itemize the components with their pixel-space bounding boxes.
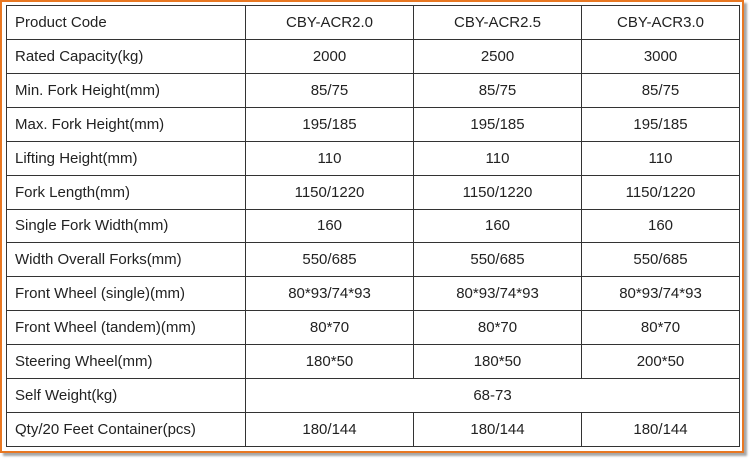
spec-table: Product Code CBY-ACR2.0 CBY-ACR2.5 CBY-A… [6, 5, 740, 447]
cell-value: 195/185 [581, 106, 740, 142]
cell-value: 160 [413, 208, 582, 244]
cell-value: 180*50 [245, 344, 414, 380]
table-row: Single Fork Width(mm) 160 160 160 [6, 208, 740, 244]
cell-value: 110 [581, 140, 740, 176]
row-label: Fork Length(mm) [6, 174, 246, 210]
cell-value: 195/185 [245, 106, 414, 142]
cell-value: 180*50 [413, 344, 582, 380]
cell-value: 1150/1220 [581, 174, 740, 210]
cell-value: 110 [245, 140, 414, 176]
cell-value: 195/185 [413, 106, 582, 142]
table-row: Max. Fork Height(mm) 195/185 195/185 195… [6, 106, 740, 142]
cell-value: 1150/1220 [245, 174, 414, 210]
cell-value: 2500 [413, 38, 582, 74]
cell-value: 85/75 [245, 72, 414, 108]
cell-value: 80*93/74*93 [245, 276, 414, 312]
table-row-container: Qty/20 Feet Container(pcs) 180/144 180/1… [6, 412, 740, 447]
row-label: Min. Fork Height(mm) [6, 72, 246, 108]
table-row: Steering Wheel(mm) 180*50 180*50 200*50 [6, 344, 740, 380]
row-label: Width Overall Forks(mm) [6, 242, 246, 278]
model-header-3: CBY-ACR3.0 [581, 5, 740, 40]
cell-value: 110 [413, 140, 582, 176]
cell-value: 180/144 [245, 412, 414, 447]
cell-value: 80*70 [413, 310, 582, 346]
row-label: Product Code [6, 5, 246, 40]
cell-value: 80*70 [581, 310, 740, 346]
table-row: Front Wheel (single)(mm) 80*93/74*93 80*… [6, 276, 740, 312]
model-header-2: CBY-ACR2.5 [413, 5, 582, 40]
table-row-self-weight: Self Weight(kg) 68-73 [6, 378, 740, 414]
cell-value: 85/75 [581, 72, 740, 108]
table-row-header: Product Code CBY-ACR2.0 CBY-ACR2.5 CBY-A… [6, 5, 740, 40]
cell-value: 180/144 [413, 412, 582, 447]
table-row: Width Overall Forks(mm) 550/685 550/685 … [6, 242, 740, 278]
cell-value: 550/685 [413, 242, 582, 278]
row-label: Front Wheel (tandem)(mm) [6, 310, 246, 346]
row-label: Rated Capacity(kg) [6, 38, 246, 74]
cell-value: 160 [245, 208, 414, 244]
cell-value: 550/685 [245, 242, 414, 278]
table-row: Front Wheel (tandem)(mm) 80*70 80*70 80*… [6, 310, 740, 346]
cell-value: 80*93/74*93 [413, 276, 582, 312]
table-row: Rated Capacity(kg) 2000 2500 3000 [6, 38, 740, 74]
model-header-1: CBY-ACR2.0 [245, 5, 414, 40]
cell-value: 2000 [245, 38, 414, 74]
cell-value: 3000 [581, 38, 740, 74]
row-label: Qty/20 Feet Container(pcs) [6, 412, 246, 447]
row-label: Steering Wheel(mm) [6, 344, 246, 380]
row-label: Max. Fork Height(mm) [6, 106, 246, 142]
cell-value: 160 [581, 208, 740, 244]
cell-value: 180/144 [581, 412, 740, 447]
cell-value: 80*93/74*93 [581, 276, 740, 312]
row-label: Self Weight(kg) [6, 378, 246, 414]
spec-table-body: Product Code CBY-ACR2.0 CBY-ACR2.5 CBY-A… [6, 5, 740, 447]
cell-value: 1150/1220 [413, 174, 582, 210]
cell-value: 200*50 [581, 344, 740, 380]
row-label: Single Fork Width(mm) [6, 208, 246, 244]
row-label: Lifting Height(mm) [6, 140, 246, 176]
cell-value: 550/685 [581, 242, 740, 278]
cell-value: 80*70 [245, 310, 414, 346]
table-row: Fork Length(mm) 1150/1220 1150/1220 1150… [6, 174, 740, 210]
cell-value: 85/75 [413, 72, 582, 108]
row-label: Front Wheel (single)(mm) [6, 276, 246, 312]
table-row: Min. Fork Height(mm) 85/75 85/75 85/75 [6, 72, 740, 108]
merged-cell-value: 68-73 [245, 378, 740, 414]
table-row: Lifting Height(mm) 110 110 110 [6, 140, 740, 176]
